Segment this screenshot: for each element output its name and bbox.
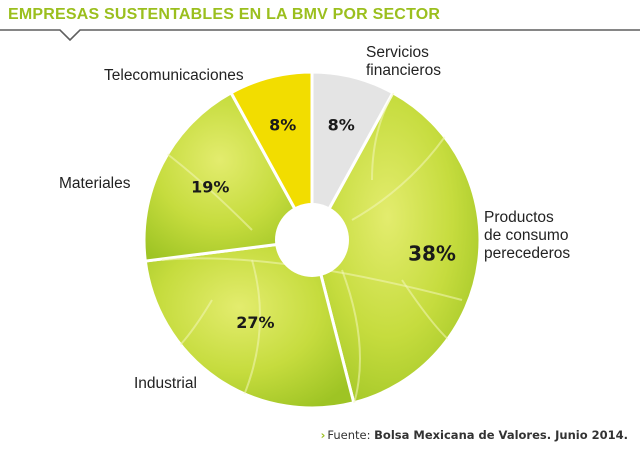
chart-header: EMPRESAS SUSTENTABLES EN LA BMV POR SECT… xyxy=(0,0,640,44)
source-label: Fuente: xyxy=(327,428,371,442)
pct-label-productos-de-consumo-perecederos: 38% xyxy=(408,242,456,266)
pct-label-industrial: 27% xyxy=(236,313,274,332)
slice-telecomunicaciones xyxy=(229,70,314,241)
slice-industrial xyxy=(143,238,356,410)
pct-label-materiales: 19% xyxy=(191,178,229,197)
pct-label-servicios-financieros: 8% xyxy=(328,116,355,135)
source-value: Bolsa Mexicana de Valores. Junio 2014. xyxy=(374,428,628,442)
category-label-materiales: Materiales xyxy=(59,175,131,192)
category-label-industrial: Industrial xyxy=(134,375,197,392)
category-label-servicios-financieros: Servicios financieros xyxy=(366,44,441,79)
category-label-telecomunicaciones: Telecomunicaciones xyxy=(104,67,244,84)
pct-label-telecomunicaciones: 8% xyxy=(269,116,296,135)
category-label-productos-de-consumo-perecederos: Productos de consumo perecederos xyxy=(484,209,570,262)
title-underline xyxy=(0,29,640,42)
chart-title: EMPRESAS SUSTENTABLES EN LA BMV POR SECT… xyxy=(8,6,441,23)
donut-center-hole xyxy=(275,203,349,277)
slice-materiales xyxy=(142,90,315,263)
source-arrow-icon: › xyxy=(320,428,326,442)
slice-productos-de-consumo-perecederos xyxy=(310,90,482,405)
source-note: › Fuente: Bolsa Mexicana de Valores. Juni… xyxy=(321,428,628,442)
